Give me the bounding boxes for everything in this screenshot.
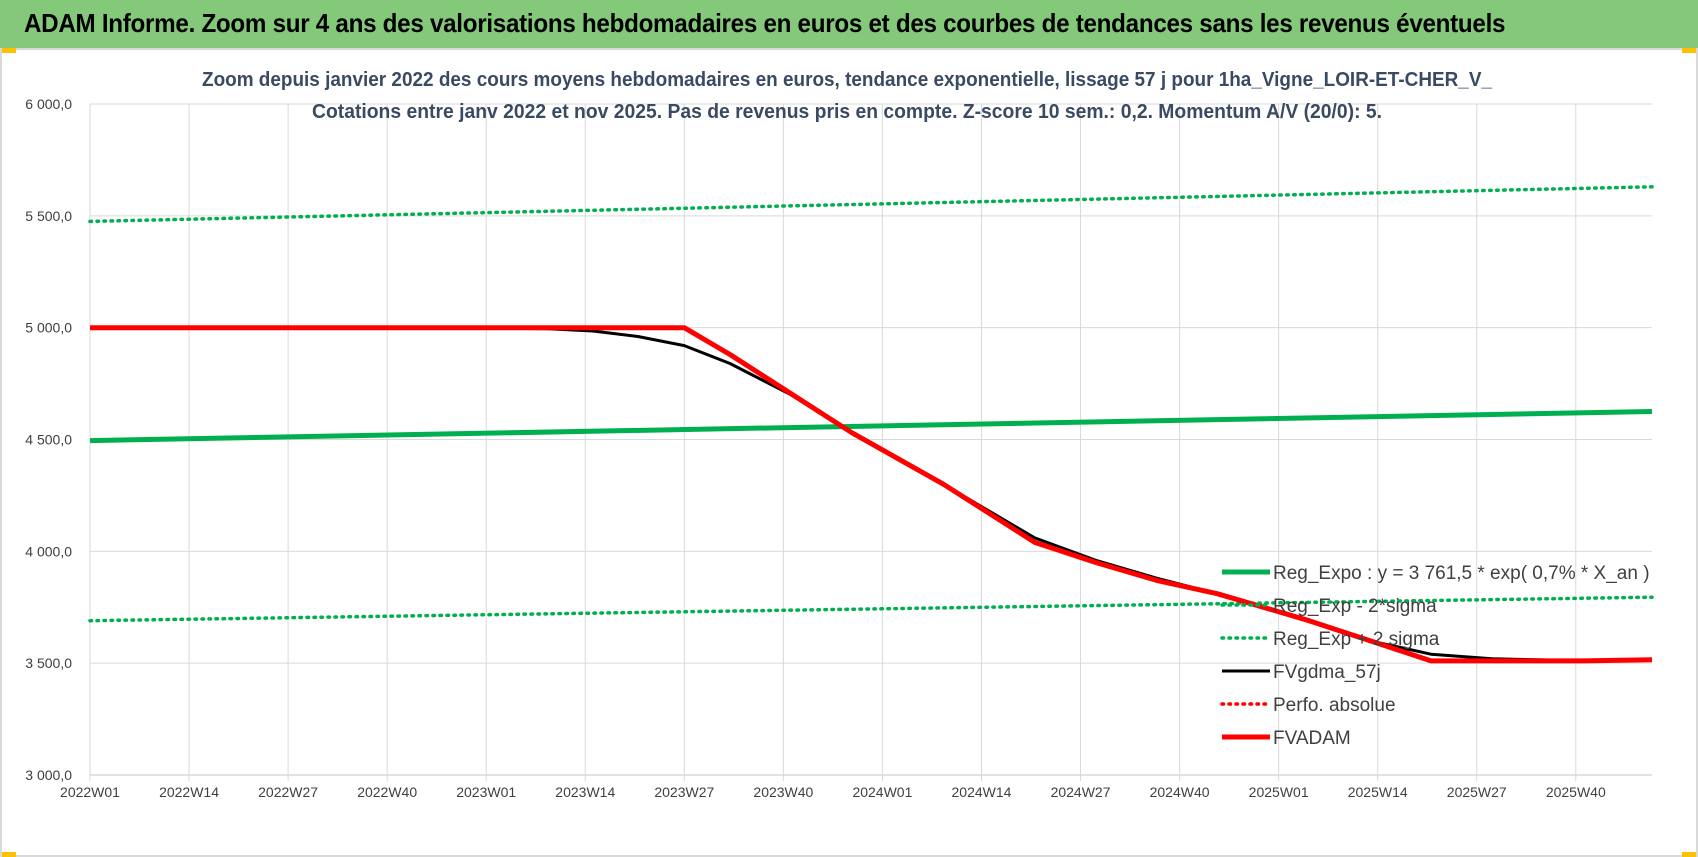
series-line-2 [88,185,1654,224]
report-title: ADAM Informe. Zoom sur 4 ans des valoris… [24,8,1506,38]
x-tick-label: 2024W40 [1150,784,1210,800]
series-line-3 [90,326,1653,663]
series-line-1 [88,595,1654,623]
series-lines [88,185,1654,664]
legend-label: Reg_Expo : y = 3 761,5 * exp( 0,7% * X_a… [1273,563,1650,584]
y-tick-label: 3 000,0 [25,767,72,783]
y-tick-label: 3 500,0 [25,655,72,671]
y-axis-ticks: 3 000,0 3 500,0 4 000,0 4 500,0 5 000,0 5 500… [25,96,72,783]
x-tick-label: 2025W40 [1546,784,1606,800]
corner-marker [2,852,16,857]
x-tick-label: 2023W14 [555,784,615,800]
x-tick-label: 2024W14 [952,784,1012,800]
x-tick-label: 2024W01 [852,784,912,800]
report-banner: ADAM Informe. Zoom sur 4 ans des valoris… [0,0,1698,48]
series-line-5 [90,325,1653,664]
x-tick-label: 2024W27 [1051,784,1111,800]
y-tick-label: 4 500,0 [25,432,72,448]
corner-marker [1682,852,1696,857]
series-line-0 [89,409,1653,444]
chart-title-line-1: Zoom depuis janvier 2022 des cours moyen… [202,69,1493,91]
x-tick-label: 2023W40 [753,784,813,800]
legend-label: Perfo. absolue [1273,695,1396,716]
x-tick-label: 2023W01 [456,784,516,800]
x-tick-label: 2022W27 [258,784,318,800]
chart-title-line-2: Cotations entre janv 2022 et nov 2025. P… [312,101,1382,123]
x-axis-ticks: 2022W01 2022W14 2022W27 2022W40 2023W01 2023W… [60,784,1606,800]
x-tick-label: 2023W27 [654,784,714,800]
legend: Reg_Expo : y = 3 761,5 * exp( 0,7% * X_a… [1220,563,1650,749]
line-chart: 3 000,0 3 500,0 4 000,0 4 500,0 5 000,0 5 500… [25,69,1654,800]
x-tick-label: 2022W14 [159,784,219,800]
x-tick-label: 2022W01 [60,784,120,800]
corner-marker [1682,48,1696,53]
y-tick-label: 4 000,0 [25,543,72,559]
corner-marker [2,48,16,53]
x-tick-label: 2025W01 [1249,784,1309,800]
y-tick-label: 5 000,0 [25,320,72,336]
legend-label: FVgdma_57j [1273,662,1381,683]
x-tick-label: 2025W14 [1348,784,1408,800]
legend-label: Reg_Exp + 2 sigma [1273,629,1440,650]
legend-label: FVADAM [1273,728,1351,749]
y-tick-label: 5 500,0 [25,208,72,224]
x-tick-label: 2025W27 [1447,784,1507,800]
y-tick-label: 6 000,0 [25,96,72,112]
legend-label: Reg_Exp - 2*sigma [1273,596,1437,617]
x-tick-label: 2022W40 [357,784,417,800]
chart-frame: 3 000,0 3 500,0 4 000,0 4 500,0 5 000,0 5 500… [0,48,1698,857]
